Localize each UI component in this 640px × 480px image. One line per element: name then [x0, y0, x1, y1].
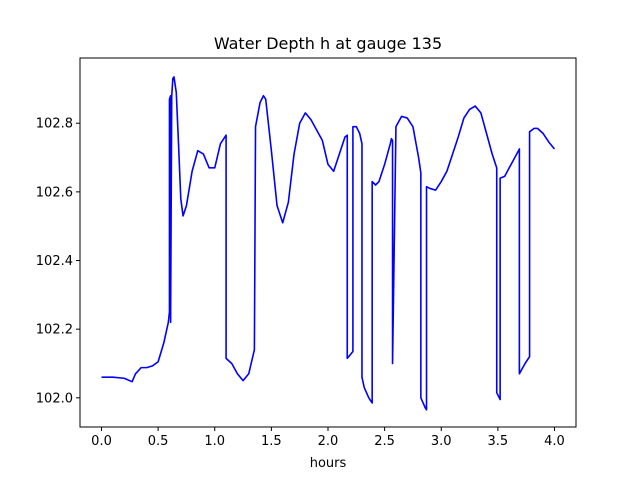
x-tick-label: 1.5 [261, 434, 282, 449]
plot-frame [79, 57, 577, 428]
x-axis-label: hours [310, 456, 347, 471]
x-tick-label: 3.0 [431, 434, 452, 449]
y-tick-label: 102.6 [36, 185, 73, 200]
plot-area [79, 57, 577, 428]
x-tick-label: 3.5 [488, 434, 509, 449]
x-tick-label: 1.0 [204, 434, 225, 449]
x-axis: 0.0 0.5 1.0 1.5 2.0 2.5 3.0 3.5 4.0 [91, 427, 565, 449]
x-tick-label: 2.0 [318, 434, 339, 449]
y-tick-label: 102.2 [36, 323, 73, 338]
chart-title: Water Depth h at gauge 135 [214, 34, 442, 53]
y-tick-label: 102.8 [36, 117, 73, 132]
y-tick-label: 102.0 [36, 391, 73, 406]
x-tick-label: 0.0 [91, 434, 112, 449]
x-tick-label: 2.5 [374, 434, 395, 449]
y-tick-label: 102.4 [36, 254, 73, 269]
y-axis: 102.0 102.2 102.4 102.6 102.8 [36, 117, 80, 406]
series-line-0 [101, 76, 556, 411]
x-tick-label: 0.5 [148, 434, 169, 449]
x-tick-label: 4.0 [544, 434, 565, 449]
